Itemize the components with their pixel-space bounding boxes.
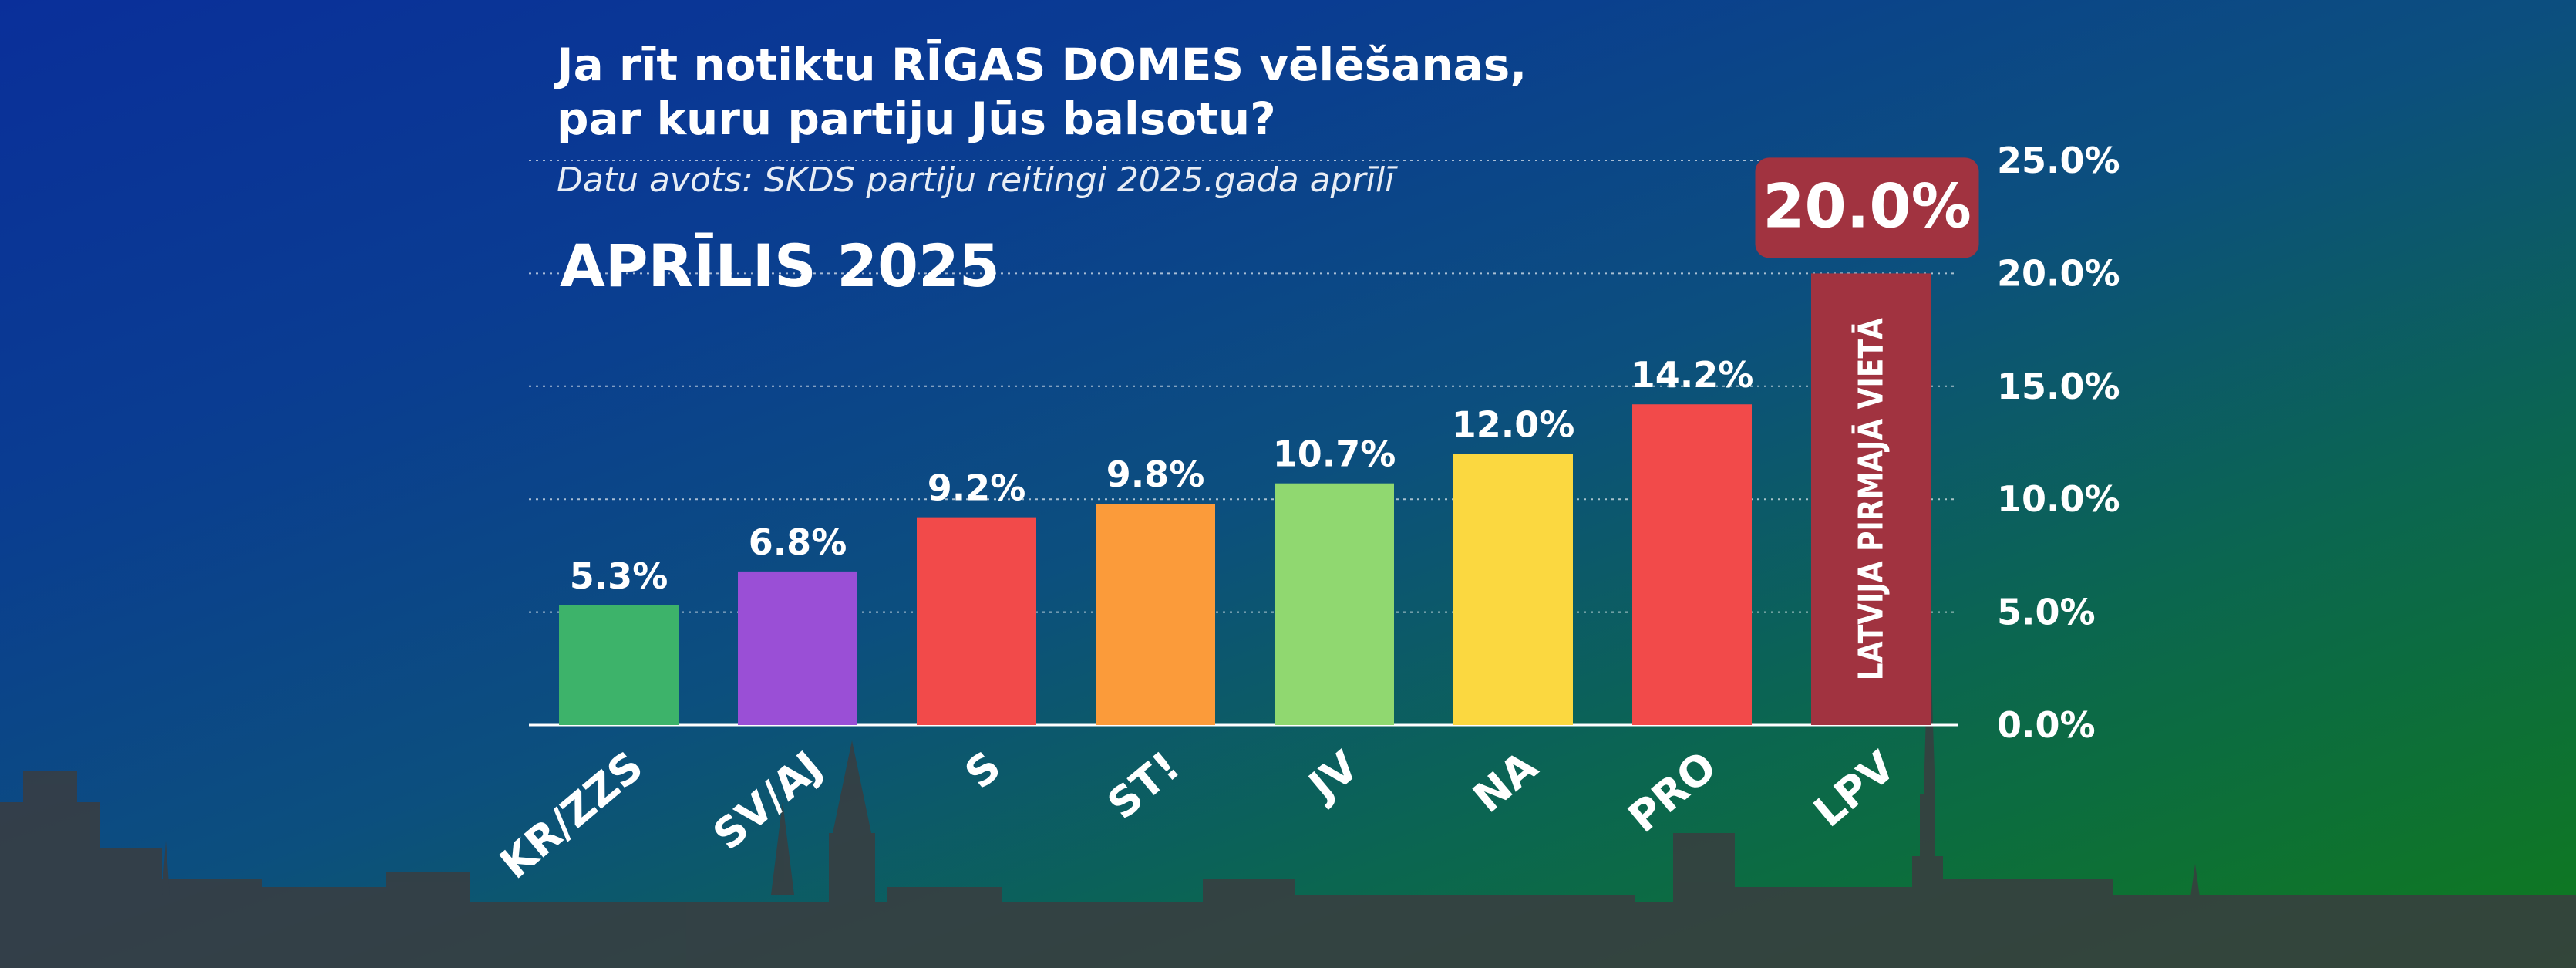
x-category-label: S [956,742,1010,798]
x-category-label: LPV [1805,742,1904,837]
bar-value-label: 5.3% [570,555,668,597]
leader-annotation: LATVIJA PIRMAJĀ VIETĀ [1851,318,1891,680]
bar-value-label: 9.2% [928,467,1026,509]
data-source-note: Datu avots: SKDS partiju reitingi 2025.g… [557,160,1395,200]
bar-jv [1275,483,1394,725]
y-tick-label: 15.0% [1997,366,2120,407]
leader-value-badge [1755,157,1979,258]
bars-group: 5.3% 6.8% 9.2% 9.8% 10.7% 12.0% 14.2% 20.0% LATV… [559,157,1979,725]
bar-value-label: 12.0% [1452,404,1575,446]
bar-value-label: 20.0% [1763,172,1972,241]
x-category-label: NA [1464,742,1547,822]
bar-sv-aj [738,571,857,725]
y-tick-label: 5.0% [1997,592,2096,633]
chart-title-line1: Ja rīt notiktu RĪGAS DOMES vēlēšanas, [557,39,1527,91]
bar-lpv [1811,273,1931,725]
x-category-label: ST! [1098,742,1188,829]
bar-s [917,517,1036,725]
x-category-label: KR/ZZS [491,742,652,889]
bar-value-label: 9.8% [1106,454,1205,495]
bar-na [1453,454,1573,725]
y-tick-label: 20.0% [1997,252,2120,294]
y-tick-labels: 0.0% 5.0% 10.0% 15.0% 20.0% 25.0% [1997,140,2120,746]
y-tick-label: 10.0% [1997,478,2120,520]
y-tick-label: 25.0% [1997,140,2120,181]
bar-pro [1632,404,1752,725]
period-label: APRĪLIS 2025 [560,231,1000,300]
bar-value-label: 10.7% [1273,433,1396,475]
chart-title-line2: par kuru partiju Jūs balsotu? [557,93,1276,145]
bar-value-label: 14.2% [1631,354,1754,396]
bar-value-label: 6.8% [749,521,847,563]
bar-kr-zzs [559,605,679,725]
y-tick-label: 0.0% [1997,704,2096,746]
x-category-labels: KR/ZZS SV/AJ S ST! JV NA PRO LPV [491,742,1904,889]
x-category-label: PRO [1619,742,1726,842]
bar-st- [1096,504,1215,725]
x-category-label: JV [1298,742,1368,812]
x-category-label: SV/AJ [704,742,831,860]
